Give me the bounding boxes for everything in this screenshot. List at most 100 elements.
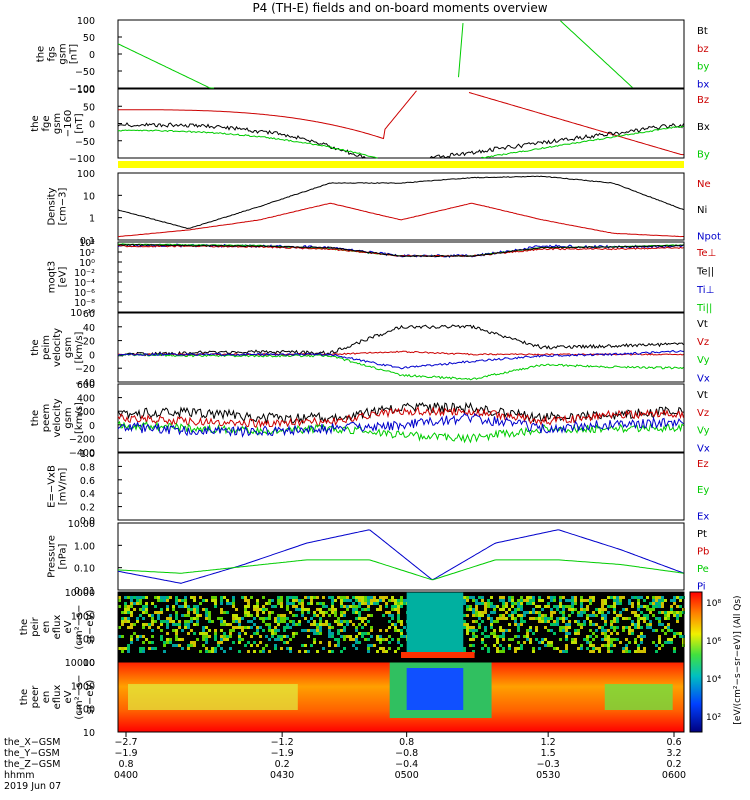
peir-pixel (178, 605, 181, 608)
peir-pixel (646, 626, 649, 629)
peir-pixel (637, 620, 640, 623)
peir-pixel (463, 620, 466, 623)
peir-pixel (568, 623, 571, 626)
peir-pixel (655, 629, 658, 632)
legend-entry: Bz (697, 95, 709, 106)
peir-pixel (655, 605, 658, 608)
peir-pixel (643, 605, 646, 608)
peir-pixel (478, 623, 481, 626)
peir-pixel (613, 629, 616, 632)
peir-pixel (397, 641, 400, 644)
peir-pixel (394, 599, 397, 602)
peir-pixel (586, 599, 589, 602)
peir-pixel (325, 620, 328, 623)
peir-pixel (268, 638, 271, 641)
peir-pixel (613, 638, 616, 641)
peir-pixel (316, 626, 319, 629)
peir-pixel (319, 608, 322, 611)
peir-pixel (619, 596, 622, 599)
peir-pixel (622, 596, 625, 599)
peir-pixel (151, 635, 154, 638)
peir-pixel (646, 608, 649, 611)
peir-pixel (577, 611, 580, 614)
peir-pixel (172, 623, 175, 626)
peir-pixel (613, 602, 616, 605)
panel-ylabel: the (19, 689, 30, 705)
peir-pixel (358, 596, 361, 599)
panel-ylabel: sr−eV) (85, 610, 96, 645)
peir-pixel (205, 611, 208, 614)
peir-pixel (148, 641, 151, 644)
peir-pixel (229, 635, 232, 638)
peir-pixel (331, 635, 334, 638)
peir-pixel (238, 641, 241, 644)
peir-pixel (487, 650, 490, 653)
peir-pixel (580, 614, 583, 617)
peir-pixel (280, 647, 283, 650)
peir-pixel (526, 599, 529, 602)
peir-pixel (205, 599, 208, 602)
peir-pixel (232, 620, 235, 623)
peir-pixel (601, 632, 604, 635)
peir-pixel (397, 602, 400, 605)
x-row-value: −0.4 (395, 759, 418, 770)
peem-vz (117, 406, 684, 429)
colorbar-strip (689, 591, 703, 733)
peir-pixel (205, 632, 208, 635)
y-tick-label: 100 (77, 16, 95, 27)
peir-pixel (568, 632, 571, 635)
peir-pixel (583, 623, 586, 626)
peir-pixel (625, 608, 628, 611)
peir-pixel (481, 599, 484, 602)
peir-pixel (586, 635, 589, 638)
peir-pixel (547, 620, 550, 623)
peir-pixel (667, 641, 670, 644)
peir-pixel (625, 650, 628, 653)
peir-pixel (166, 608, 169, 611)
peir-pixel (499, 650, 502, 653)
peir-pixel (232, 626, 235, 629)
peir-pixel (367, 638, 370, 641)
peir-pixel (673, 647, 676, 650)
peir-pixel (145, 611, 148, 614)
peir-pixel (586, 641, 589, 644)
peir-pixel (364, 608, 367, 611)
peir-pixel (547, 617, 550, 620)
peir-pixel (496, 650, 499, 653)
peir-pixel (292, 614, 295, 617)
peir-pixel (532, 647, 535, 650)
peir-pixel (334, 614, 337, 617)
peir-pixel (580, 608, 583, 611)
peir-pixel (481, 596, 484, 599)
x-row-value: −1.2 (271, 737, 294, 748)
peir-pixel (208, 650, 211, 653)
peir-pixel (238, 638, 241, 641)
peir-pixel (574, 602, 577, 605)
peir-pixel (172, 644, 175, 647)
peir-pixel (172, 629, 175, 632)
peir-pixel (589, 644, 592, 647)
peir-pixel (250, 635, 253, 638)
peir-pixel (475, 614, 478, 617)
peir-pixel (673, 635, 676, 638)
peir-pixel (364, 599, 367, 602)
peir-pixel (313, 632, 316, 635)
peir-pixel (220, 602, 223, 605)
peir-pixel (652, 605, 655, 608)
peir-pixel (604, 620, 607, 623)
peir-pixel (307, 608, 310, 611)
peir-pixel (202, 635, 205, 638)
x-row-value: −0.3 (537, 759, 560, 770)
peir-pixel (628, 629, 631, 632)
peir-pixel (232, 596, 235, 599)
peir-pixel (487, 605, 490, 608)
y-tick-label: 0.4 (80, 489, 95, 500)
panel-ylabel: Density (47, 187, 58, 225)
peir-pixel (508, 599, 511, 602)
peir-pixel (679, 611, 682, 614)
peir-pixel (613, 605, 616, 608)
peir-pixel (220, 596, 223, 599)
peir-pixel (526, 602, 529, 605)
peir-pixel (574, 641, 577, 644)
